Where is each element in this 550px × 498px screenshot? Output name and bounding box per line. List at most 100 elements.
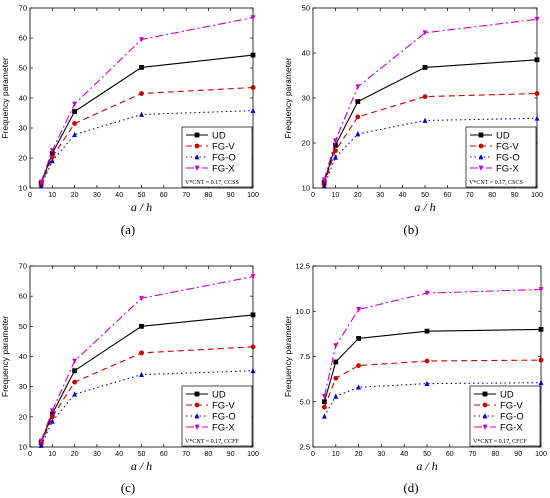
data-point-ud [250, 312, 256, 318]
data-point-ud [333, 359, 339, 365]
x-tick-label: 0 [311, 192, 315, 199]
legend-marker [482, 402, 488, 408]
data-point-fg-x [333, 343, 339, 349]
legend-marker [478, 143, 484, 149]
x-tick-label: 20 [355, 451, 363, 458]
legend-entry: FG-X [212, 423, 235, 434]
data-point-fg-v [72, 121, 77, 126]
legend-note: V*CNT = 0.17, CCFF [185, 439, 239, 445]
data-point-fg-o [250, 107, 256, 113]
y-tick-label: 30 [19, 382, 27, 391]
x-tick-label: 20 [71, 451, 79, 458]
y-tick-label: 12.5 [295, 262, 310, 271]
y-tick-label: 50 [19, 322, 27, 331]
data-point-fg-v [333, 148, 338, 154]
data-point-fg-o [321, 182, 327, 189]
x-tick-label: 60 [446, 451, 454, 458]
data-point-ud [139, 323, 144, 329]
chart-panel-3: 0 10 20 30 40 50 60 70 80 90 100 2.5 5.0 7.5 10.0 12.5 a… [283, 262, 547, 474]
panel-label-b: (b) [403, 222, 419, 237]
legend-entry: FG-V [500, 401, 523, 412]
data-point-fg-x [72, 101, 77, 107]
legend-entry: UD [212, 131, 226, 142]
legend-marker [194, 424, 200, 430]
x-tick-label: 90 [514, 451, 522, 458]
data-point-ud [72, 368, 77, 374]
x-tick-label: 70 [469, 451, 477, 458]
data-point-ud [322, 399, 327, 405]
data-point-ud [72, 109, 77, 114]
x-axis-label: a / h [416, 459, 437, 473]
x-tick-label: 60 [444, 192, 452, 199]
panel-label-a: (a) [120, 222, 136, 237]
data-point-fg-o [72, 131, 77, 137]
legend-entry: FG-X [500, 423, 523, 434]
data-point-fg-x [72, 358, 77, 364]
x-tick-label: 60 [160, 451, 168, 458]
y-tick-label: 20 [19, 154, 27, 163]
y-tick-label: 30 [19, 124, 27, 133]
data-point-fg-o [333, 393, 339, 399]
data-point-fg-x [355, 84, 361, 90]
data-point-fg-o [422, 117, 428, 123]
y-tick-label: 50 [19, 64, 27, 73]
y-tick-label: 10 [302, 184, 310, 193]
data-point-fg-o [534, 115, 540, 121]
data-point-fg-x [139, 295, 144, 302]
data-point-ud [534, 57, 540, 63]
legend-entry: FG-O [212, 412, 236, 423]
legend-box [181, 385, 253, 447]
y-tick-label: 5.0 [300, 397, 310, 406]
x-tick-label: 50 [423, 451, 431, 458]
data-point-ud [49, 411, 55, 417]
data-point-fg-v [422, 94, 428, 100]
data-point-fg-x [49, 408, 55, 414]
legend-entry: FG-V [496, 142, 519, 153]
x-tick-label: 10 [332, 451, 340, 458]
legend-marker [194, 165, 200, 171]
x-tick-label: 50 [421, 192, 429, 199]
data-point-fg-o [49, 418, 55, 424]
data-point-fg-x [538, 287, 544, 293]
data-point-ud [139, 65, 144, 70]
data-point-fg-o [355, 131, 361, 137]
legend-marker [194, 132, 200, 138]
legend-note: V*CNT = 0.17, CCSS [185, 180, 239, 186]
legend-marker [482, 413, 488, 419]
y-tick-label: 10 [19, 443, 27, 452]
data-point-fg-x [38, 179, 44, 185]
x-axis-label: a / h [414, 200, 435, 214]
data-point-fg-o [139, 111, 144, 117]
y-axis-label: Frequency parameter [283, 57, 293, 138]
series-line-fg-v [323, 92, 538, 185]
data-point-ud [49, 151, 55, 156]
data-point-fg-v [250, 85, 256, 90]
data-point-fg-o [38, 183, 44, 189]
y-tick-label: 40 [302, 49, 310, 58]
x-tick-label: 20 [354, 192, 362, 199]
x-tick-label: 10 [48, 192, 56, 199]
data-point-fg-v [139, 350, 144, 356]
x-tick-label: 80 [492, 451, 500, 458]
y-axis-label: Frequency parameter [0, 57, 10, 138]
legend-marker [478, 132, 484, 138]
legend-entry: FG-X [212, 164, 235, 175]
legend-box [469, 385, 541, 447]
x-tick-label: 10 [332, 192, 340, 199]
data-point-fg-x [250, 15, 256, 21]
y-tick-label: 20 [302, 139, 310, 148]
y-tick-label: 10 [19, 184, 27, 193]
x-tick-label: 90 [227, 451, 235, 458]
data-point-fg-o [72, 391, 77, 397]
y-tick-label: 2.5 [300, 443, 310, 452]
x-tick-label: 80 [205, 451, 213, 458]
legend-entry: FG-V [212, 142, 235, 153]
x-tick-label: 40 [399, 192, 407, 199]
x-tick-label: 20 [71, 192, 79, 199]
